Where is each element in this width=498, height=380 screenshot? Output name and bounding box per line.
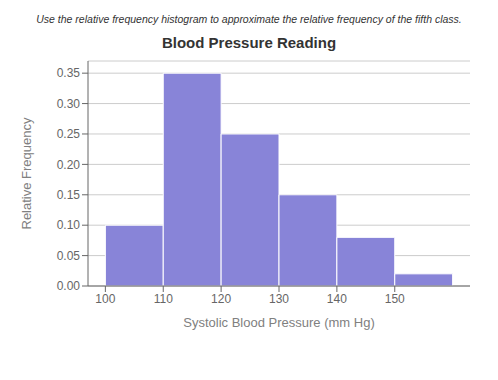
svg-text:0.30: 0.30 <box>57 97 81 111</box>
svg-text:0.05: 0.05 <box>57 249 81 263</box>
svg-text:100: 100 <box>95 292 115 306</box>
svg-text:110: 110 <box>154 292 173 306</box>
svg-text:0.20: 0.20 <box>57 158 81 172</box>
svg-text:140: 140 <box>327 292 347 306</box>
svg-text:Systolic Blood Pressure (mm Hg: Systolic Blood Pressure (mm Hg) <box>183 315 374 330</box>
svg-text:0.25: 0.25 <box>57 127 81 141</box>
html-text:Blood Pressure Reading: Blood Pressure Reading <box>161 34 337 51</box>
html-text:Use the relative frequency his: Use the relative frequency histogram to … <box>36 13 462 25</box>
svg-text:0.10: 0.10 <box>57 218 81 232</box>
svg-text:120: 120 <box>211 292 231 306</box>
svg-text:130: 130 <box>269 292 289 306</box>
svg-text:0.00: 0.00 <box>57 279 81 293</box>
svg-text:Relative Frequency: Relative Frequency <box>19 117 34 229</box>
svg-text:0.15: 0.15 <box>57 188 81 202</box>
svg-text:150: 150 <box>385 292 405 306</box>
svg-text:0.35: 0.35 <box>57 66 81 80</box>
